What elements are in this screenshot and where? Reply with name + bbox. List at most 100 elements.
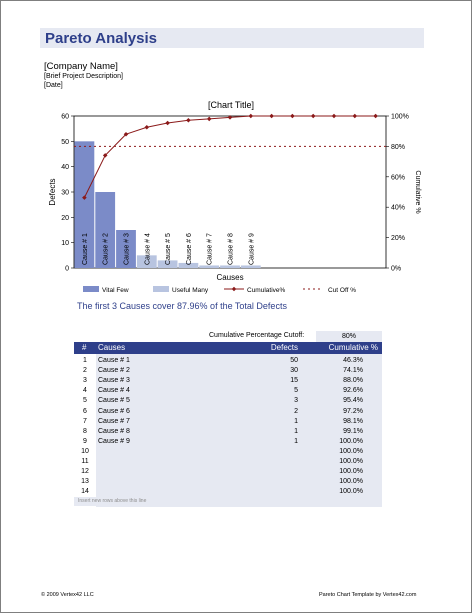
defects-cell[interactable]: 1 — [294, 417, 298, 425]
cumulative-point — [165, 120, 170, 126]
row-number: 10 — [81, 447, 89, 455]
table-row: 14 100.0% — [74, 487, 382, 497]
company-name[interactable]: [Company Name] — [44, 61, 118, 72]
table-body: 1 Cause # 1 50 46.3% 2 Cause # 2 30 74.1% 3 Cause… — [74, 354, 382, 507]
cause-cell[interactable]: Cause # 1 — [98, 357, 130, 364]
row-number: 6 — [83, 407, 87, 415]
y-tick-label: 20 — [61, 215, 69, 222]
summary-text: The first 3 Causes cover 87.96% of the T… — [77, 301, 287, 311]
cumulative-cell: 97.2% — [343, 407, 363, 415]
pareto-table: # Causes Defects Cumulative % 1 Cause # 1… — [74, 342, 382, 507]
project-description[interactable]: [Brief Project Description] — [44, 73, 123, 80]
table-row: 8 Cause # 8 1 99.1% — [74, 427, 382, 437]
category-label: Cause # 7 — [207, 233, 214, 265]
y-axis-label: Defects — [48, 178, 57, 205]
cumulative-point — [144, 124, 150, 130]
causes-column-band — [96, 354, 316, 507]
pareto-chart: [Chart Title] 0 10 20 30 40 50 60 0% 20% 40% 60% 80%… — [48, 100, 421, 294]
cumulative-point — [352, 113, 358, 119]
row-number: 9 — [83, 437, 87, 445]
row-number: 11 — [81, 458, 89, 465]
defects-cell[interactable]: 1 — [294, 437, 298, 445]
cutoff-input[interactable]: 80% — [316, 331, 382, 342]
defects-cell[interactable]: 15 — [290, 377, 298, 385]
cause-cell[interactable]: Cause # 5 — [98, 397, 130, 405]
table-row: 13 100.0% — [74, 477, 382, 487]
table-row: 7 Cause # 7 1 98.1% — [74, 417, 382, 427]
legend-cumulative-label: Cumulative% — [247, 287, 286, 294]
cumulative-cell: 100.0% — [339, 478, 363, 486]
x-axis-label: Causes — [216, 273, 243, 282]
y2-tick-label: 40% — [391, 205, 405, 212]
y2-tick-label: 60% — [391, 174, 405, 181]
defects-cell[interactable]: 2 — [294, 407, 298, 415]
cutoff-label: Cumulative Percentage Cutoff: — [209, 332, 305, 339]
cause-cell[interactable]: Cause # 9 — [98, 437, 130, 445]
cause-cell[interactable]: Cause # 6 — [98, 407, 130, 415]
table-row: 3 Cause # 3 15 88.0% — [74, 376, 382, 386]
row-number: 14 — [81, 488, 89, 496]
legend-cutoff-label: Cut Off % — [328, 287, 356, 294]
cumulative-line — [83, 115, 376, 198]
cumulative-point — [269, 113, 274, 119]
cause-cell[interactable]: Cause # 2 — [98, 367, 130, 375]
chart-title: [Chart Title] — [208, 100, 254, 110]
table-row: 11 100.0% — [74, 457, 382, 467]
footer-copyright: © 2009 Vertex42 LLC — [41, 592, 94, 598]
page-title: Pareto Analysis — [45, 30, 157, 47]
bar — [178, 262, 199, 268]
defects-cell[interactable]: 5 — [294, 387, 298, 395]
y-tick-label: 0 — [65, 266, 69, 273]
cumulative-cell: 92.6% — [343, 387, 363, 395]
row-number: 13 — [81, 478, 89, 486]
category-label: Cause # 5 — [165, 233, 172, 265]
footer-credit: Pareto Chart Template by Vertex42.com — [319, 592, 417, 598]
y2-tick-label: 0% — [391, 266, 401, 273]
y-tick-label: 10 — [61, 240, 69, 247]
defects-cell[interactable]: 50 — [290, 357, 298, 364]
cause-cell[interactable]: Cause # 3 — [98, 377, 130, 385]
category-label: Cause # 4 — [144, 233, 151, 265]
table-row: 10 100.0% — [74, 447, 382, 457]
cumulative-column-band — [316, 354, 382, 507]
category-label: Cause # 3 — [124, 233, 131, 265]
col-header-causes: Causes — [98, 343, 126, 352]
cumulative-cell: 99.1% — [343, 427, 363, 435]
row-number: 4 — [83, 387, 87, 395]
table-row: 6 Cause # 6 2 97.2% — [74, 407, 382, 417]
date-field[interactable]: [Date] — [44, 82, 63, 89]
cumulative-cell: 98.1% — [343, 417, 363, 425]
cumulative-point — [82, 195, 87, 200]
cumulative-cell: 46.3% — [343, 357, 363, 364]
table-row: 5 Cause # 5 3 95.4% — [74, 396, 382, 406]
row-number: 7 — [83, 417, 87, 425]
bar — [74, 141, 95, 268]
y2-tick-label: 20% — [391, 235, 405, 242]
cause-cell[interactable]: Cause # 7 — [98, 417, 130, 425]
table-row: 4 Cause # 4 5 92.6% — [74, 386, 382, 396]
y2-axis-label: Cumulative % — [414, 170, 421, 213]
defects-cell[interactable]: 1 — [294, 427, 298, 435]
y2-tick-label: 80% — [391, 144, 405, 151]
category-label: Cause # 9 — [248, 233, 255, 265]
y-tick-label: 30 — [61, 190, 69, 197]
cumulative-cell: 100.0% — [339, 447, 363, 455]
defects-cell[interactable]: 3 — [294, 397, 298, 405]
cumulative-cell: 100.0% — [339, 458, 363, 465]
row-number: 5 — [83, 397, 87, 405]
cumulative-cell: 100.0% — [339, 468, 363, 476]
cumulative-point — [373, 113, 378, 119]
legend-useful-label: Useful Many — [172, 287, 209, 294]
table-row: 12 100.0% — [74, 467, 382, 477]
col-header-number: # — [82, 343, 87, 352]
category-label: Cause # 6 — [186, 233, 193, 265]
category-label: Cause # 1 — [82, 233, 89, 265]
y-tick-label: 50 — [61, 139, 69, 146]
bar — [240, 265, 261, 268]
defects-cell[interactable]: 30 — [290, 367, 298, 375]
cause-cell[interactable]: Cause # 4 — [98, 387, 130, 395]
cumulative-point — [227, 115, 233, 120]
cause-cell[interactable]: Cause # 8 — [98, 427, 130, 435]
bar — [157, 260, 178, 268]
